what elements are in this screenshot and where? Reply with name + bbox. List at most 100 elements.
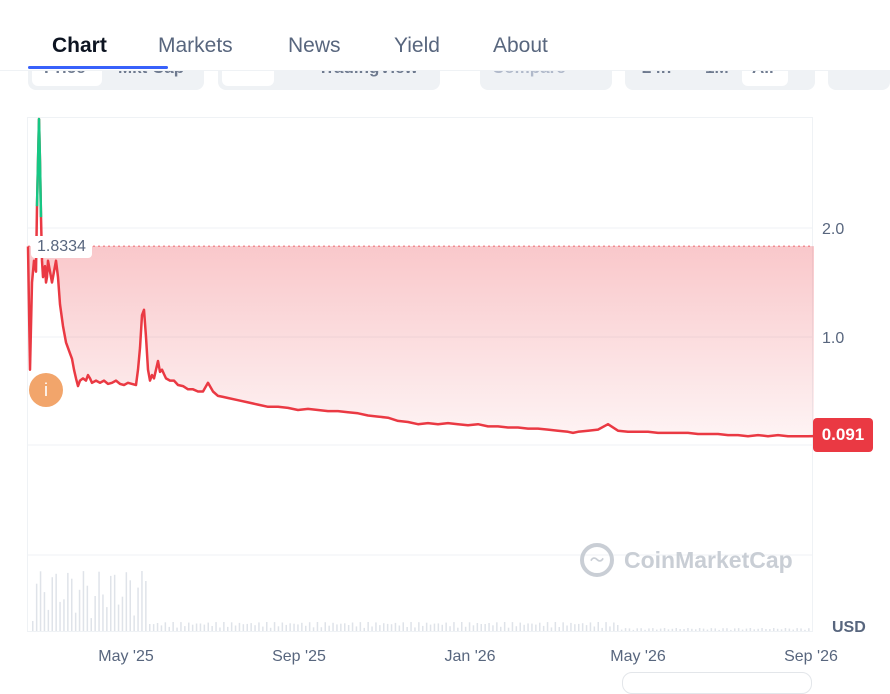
volume-bar <box>355 626 358 631</box>
volume-bar <box>788 628 791 631</box>
bottom-control-pill[interactable] <box>622 672 812 694</box>
volume-bar <box>351 622 354 631</box>
volume-bar <box>780 629 783 631</box>
volume-bar <box>796 628 798 631</box>
volume-bar <box>765 629 767 631</box>
volume-bar <box>406 627 408 631</box>
volume-bar <box>340 623 342 631</box>
volume-bar <box>574 624 576 631</box>
volume-bar <box>480 624 482 631</box>
volume-bar <box>308 622 311 631</box>
volume-bar <box>734 628 736 631</box>
volume-bar <box>328 625 330 631</box>
current-price-badge: 0.091 <box>813 418 873 452</box>
volume-bar <box>219 627 221 631</box>
volume-bar <box>457 627 459 631</box>
volume-bar <box>110 575 112 631</box>
volume-bar <box>511 622 514 631</box>
volume-bar <box>722 628 724 631</box>
x-tick-label: May '25 <box>98 648 154 665</box>
volume-bar <box>398 625 401 631</box>
volume-bar <box>500 626 502 631</box>
volume-bar <box>675 628 677 631</box>
currency-unit-label: USD <box>832 619 866 636</box>
price-line-up <box>35 117 43 218</box>
volume-bar <box>617 625 619 631</box>
volume-bar <box>418 622 420 631</box>
volume-bar <box>386 623 389 631</box>
volume-bar <box>332 622 334 631</box>
volume-bar <box>652 628 654 631</box>
volume-bar <box>753 629 755 631</box>
tab-chart[interactable]: Chart <box>52 34 107 57</box>
volume-bar <box>125 572 128 631</box>
volume-bar <box>297 624 299 631</box>
tab-yield[interactable]: Yield <box>394 34 440 57</box>
volume-bar <box>484 624 486 631</box>
volume-bar <box>74 612 77 631</box>
volume-bar <box>141 571 143 631</box>
volume-bar <box>710 628 713 631</box>
volume-bar <box>305 625 307 631</box>
volume-bar <box>277 626 280 631</box>
volume-bar <box>527 623 529 631</box>
volume-bar <box>714 628 716 631</box>
volume-bar <box>644 629 646 631</box>
volume-bar <box>503 622 506 631</box>
volume-bar <box>160 625 163 631</box>
volume-bar <box>496 622 498 631</box>
volume-bar <box>749 628 752 631</box>
volume-bar <box>63 599 65 631</box>
volume-bar <box>117 604 120 631</box>
volume-bar <box>78 589 81 631</box>
info-icon[interactable]: i <box>29 373 63 407</box>
volume-bar <box>246 623 248 631</box>
volume-bar <box>230 622 233 631</box>
volume-bar <box>199 623 202 631</box>
volume-bar <box>453 622 455 631</box>
volume-bar <box>691 628 693 631</box>
volume-bar <box>550 627 553 631</box>
volume-bar <box>176 627 178 631</box>
x-tick-label: May '26 <box>610 648 666 665</box>
volume-bar <box>433 623 436 631</box>
tab-markets[interactable]: Markets <box>158 34 233 57</box>
volume-bar <box>51 577 53 631</box>
volume-bar <box>383 623 385 631</box>
volume-bar <box>656 629 658 631</box>
volume-bar <box>285 624 287 631</box>
volume-bar <box>605 622 607 631</box>
volume-bar <box>375 622 377 631</box>
volume-bar <box>133 615 135 631</box>
volume-bar <box>437 623 440 631</box>
volume-bar <box>410 622 412 631</box>
volume-bar <box>324 622 326 631</box>
volume-bar <box>250 623 252 631</box>
volume-bar <box>281 622 284 631</box>
volume-bar <box>359 622 362 631</box>
volume-bar <box>422 625 424 631</box>
tab-about[interactable]: About <box>493 34 548 57</box>
volume-bar <box>695 629 697 631</box>
volume-bar <box>414 627 416 631</box>
volume-bar <box>289 623 291 631</box>
volume-bar <box>539 622 541 631</box>
volume-bar <box>71 578 73 631</box>
volume-bar <box>363 627 365 631</box>
volume-bar <box>464 626 467 631</box>
volume-bar <box>347 625 350 631</box>
volume-bar <box>254 625 256 631</box>
y-tick-label: 2.0 <box>822 221 844 238</box>
volume-bar <box>659 628 662 631</box>
volume-bar <box>566 625 568 631</box>
tab-news[interactable]: News <box>288 34 341 57</box>
x-tick-label: Sep '26 <box>784 648 838 665</box>
volume-bar <box>589 622 592 631</box>
volume-bar <box>741 629 744 631</box>
volume-bar <box>578 623 580 631</box>
volume-bar <box>156 623 159 631</box>
volume-bar <box>137 587 139 631</box>
volume-bar <box>184 626 186 631</box>
volume-bar <box>129 580 131 631</box>
